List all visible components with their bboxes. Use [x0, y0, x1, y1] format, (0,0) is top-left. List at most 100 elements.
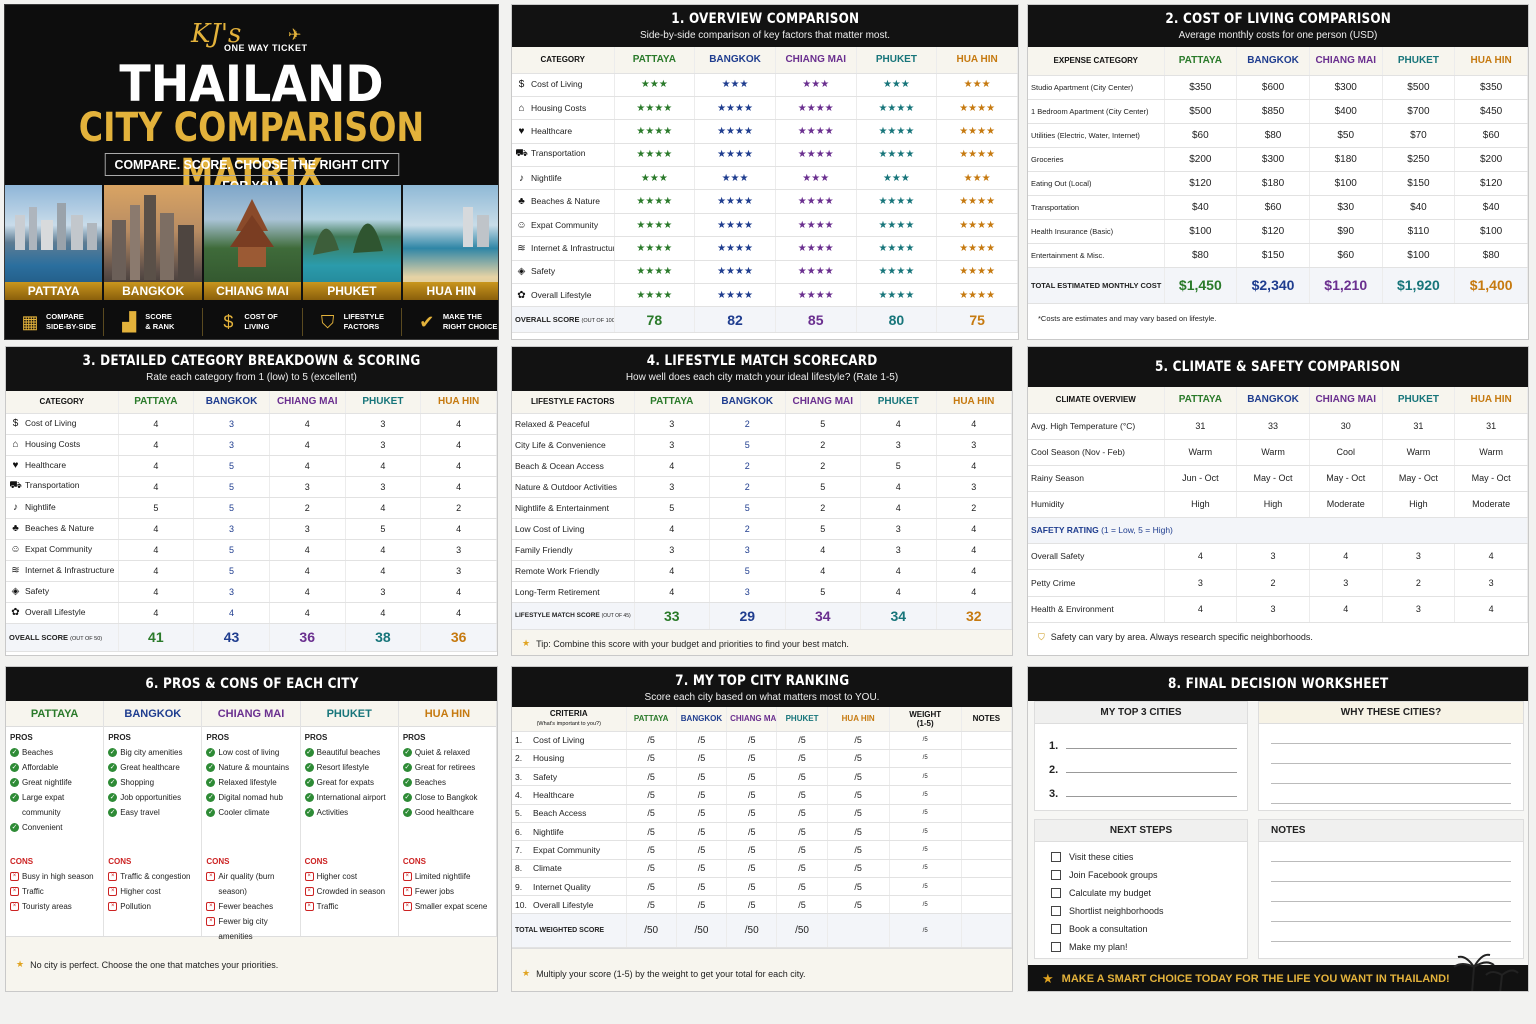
score-input[interactable]: /5 — [726, 840, 778, 860]
weight-input[interactable]: /5 — [889, 749, 962, 769]
writing-line[interactable] — [1271, 882, 1511, 902]
score-input[interactable]: /5 — [726, 804, 778, 823]
score-input[interactable]: /5 — [776, 785, 828, 805]
score-input[interactable]: /5 — [776, 822, 828, 842]
weight-input[interactable]: /5 — [889, 895, 962, 915]
score-input[interactable]: /5 — [626, 840, 677, 860]
score-input[interactable]: /5 — [776, 877, 828, 897]
score-input[interactable]: /5 — [626, 859, 677, 878]
score-input[interactable]: /5 — [827, 749, 890, 769]
score-input[interactable]: /5 — [776, 859, 828, 878]
score-input[interactable]: /5 — [827, 840, 890, 860]
score-input[interactable]: /5 — [726, 731, 778, 750]
next-step-checkbox[interactable]: Calculate my budget — [1035, 884, 1247, 902]
city-line-2[interactable] — [1066, 772, 1237, 773]
score-input[interactable]: /5 — [626, 767, 677, 787]
score-input[interactable]: /5 — [827, 785, 890, 805]
score-input[interactable]: /5 — [726, 785, 778, 805]
panel-header: 8. FINAL DECISION WORKSHEET — [1028, 667, 1528, 701]
notes-input[interactable] — [961, 749, 1012, 769]
notes-input[interactable] — [961, 785, 1012, 805]
notes-input[interactable] — [961, 877, 1012, 897]
next-step-checkbox[interactable]: Shortlist neighborhoods — [1035, 902, 1247, 920]
next-step-checkbox[interactable]: Book a consultation — [1035, 920, 1247, 938]
score-input[interactable]: /5 — [726, 767, 778, 787]
score-input[interactable]: /5 — [676, 731, 728, 750]
score-input[interactable]: /5 — [726, 895, 778, 915]
score-input[interactable]: /5 — [776, 749, 828, 769]
score-input[interactable]: /5 — [676, 785, 728, 805]
score-input[interactable]: /5 — [676, 859, 728, 878]
notes-input[interactable] — [961, 822, 1012, 842]
score-input[interactable]: /5 — [676, 822, 728, 842]
weight-input[interactable]: /5 — [889, 804, 962, 823]
table-row: Petty Crime 3 2 3 2 3 — [1028, 569, 1528, 597]
score-input[interactable]: /5 — [726, 877, 778, 897]
score-cell: 5 — [709, 560, 786, 582]
weight-input[interactable]: /5 — [889, 877, 962, 897]
score-input[interactable]: /5 — [776, 767, 828, 787]
notes-input[interactable] — [961, 767, 1012, 787]
score-input[interactable]: /5 — [626, 804, 677, 823]
score-input[interactable]: /5 — [827, 731, 890, 750]
city-line-3[interactable] — [1066, 796, 1237, 797]
score-input[interactable]: /5 — [676, 804, 728, 823]
notes-input[interactable] — [961, 804, 1012, 823]
score-input[interactable]: /5 — [626, 895, 677, 915]
weight-input[interactable]: /5 — [889, 822, 962, 842]
feature-item: ✔ MAKE THE RIGHT CHOICE — [402, 308, 498, 336]
writing-line[interactable] — [1271, 744, 1511, 764]
score-input[interactable]: /5 — [776, 895, 828, 915]
city-line-1[interactable] — [1066, 748, 1237, 749]
score-input[interactable]: /5 — [827, 859, 890, 878]
score-input[interactable]: /5 — [776, 731, 828, 750]
notes-input[interactable] — [961, 731, 1012, 750]
score-input[interactable]: /5 — [676, 877, 728, 897]
writing-line[interactable] — [1271, 784, 1511, 804]
score-input[interactable]: /5 — [626, 822, 677, 842]
score-cell: 4 — [118, 581, 195, 603]
writing-line[interactable] — [1271, 724, 1511, 744]
score-input[interactable]: /5 — [626, 877, 677, 897]
score-input[interactable]: /5 — [726, 749, 778, 769]
writing-line[interactable] — [1271, 764, 1511, 784]
score-input[interactable]: /5 — [626, 785, 677, 805]
weight-input[interactable]: /5 — [889, 731, 962, 750]
score-input[interactable]: /5 — [676, 895, 728, 915]
writing-line[interactable] — [1271, 842, 1511, 862]
writing-line[interactable] — [1271, 862, 1511, 882]
score-input[interactable]: /5 — [726, 859, 778, 878]
writing-line[interactable] — [1271, 922, 1511, 942]
score-input[interactable]: /5 — [827, 822, 890, 842]
next-step-checkbox[interactable]: Visit these cities — [1035, 848, 1247, 866]
score-input[interactable]: /5 — [626, 731, 677, 750]
next-step-checkbox[interactable]: Make my plan! — [1035, 938, 1247, 956]
score-input[interactable]: /5 — [776, 840, 828, 860]
score-input[interactable]: /5 — [726, 822, 778, 842]
writing-line[interactable] — [1271, 902, 1511, 922]
score-input[interactable]: /5 — [676, 767, 728, 787]
notes-input[interactable] — [961, 840, 1012, 860]
score-input[interactable]: /5 — [676, 840, 728, 860]
score-input[interactable]: /5 — [827, 895, 890, 915]
weighted-total[interactable]: /50 — [626, 913, 677, 949]
score-input[interactable]: /5 — [626, 749, 677, 769]
score-input[interactable]: /5 — [827, 804, 890, 823]
weight-input[interactable]: /5 — [889, 859, 962, 878]
weight-input[interactable]: /5 — [889, 767, 962, 787]
next-step-checkbox[interactable]: Join Facebook groups — [1035, 866, 1247, 884]
weighted-total[interactable]: /50 — [676, 913, 728, 949]
score-input[interactable]: /5 — [827, 877, 890, 897]
weighted-total[interactable]: /50 — [726, 913, 778, 949]
cost-value: $250 — [1382, 147, 1456, 172]
weighted-total[interactable]: /50 — [776, 913, 828, 949]
notes-input[interactable] — [961, 859, 1012, 878]
weight-input[interactable]: /5 — [889, 840, 962, 860]
score-input[interactable]: /5 — [776, 804, 828, 823]
score-input[interactable]: /5 — [676, 749, 728, 769]
weight-input[interactable]: /5 — [889, 785, 962, 805]
weight-total[interactable]: /5 — [889, 913, 962, 949]
star-rating: ★★★★ — [936, 119, 1018, 144]
score-input[interactable]: /5 — [827, 767, 890, 787]
notes-input[interactable] — [961, 895, 1012, 915]
